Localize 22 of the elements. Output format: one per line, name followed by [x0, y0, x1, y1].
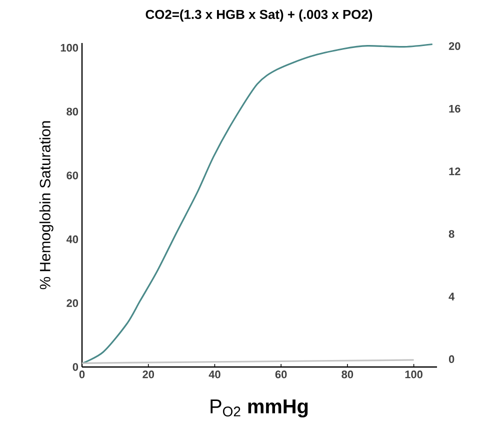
y-tick-label: 20: [66, 299, 78, 308]
chart-title: CO2=(1.3 x HGB x Sat) + (.003 x PO2): [146, 10, 372, 22]
y2-tick-label: 0: [448, 355, 454, 364]
x-tick-label: 80: [342, 370, 354, 378]
line-series: [82, 43, 434, 364]
x-tick-label: 60: [275, 370, 287, 378]
y2-tick-label: 4: [448, 292, 455, 300]
x-axis-title: P$_{O2}$ mmHg: [210, 400, 308, 418]
y2-tick-label: 20: [448, 42, 460, 50]
y-tick-label: 0: [72, 363, 78, 371]
y-axis-title: % Hemoglobin Saturation: [39, 121, 54, 290]
y-tick-label: 100: [60, 44, 78, 52]
x-tick-label: 40: [208, 370, 220, 378]
x-tick-label: 100: [405, 370, 422, 378]
y-tick-label: 60: [66, 172, 78, 180]
y2-tick-label: 16: [449, 104, 460, 113]
y-tick-label: 40: [66, 235, 78, 244]
y2-tick-label: 12: [449, 168, 460, 176]
x-tick-label: 0: [79, 370, 85, 378]
y2-tick-label: 8: [448, 230, 454, 238]
x-tick-label: 20: [142, 370, 154, 378]
y-tick-label: 80: [66, 108, 78, 116]
